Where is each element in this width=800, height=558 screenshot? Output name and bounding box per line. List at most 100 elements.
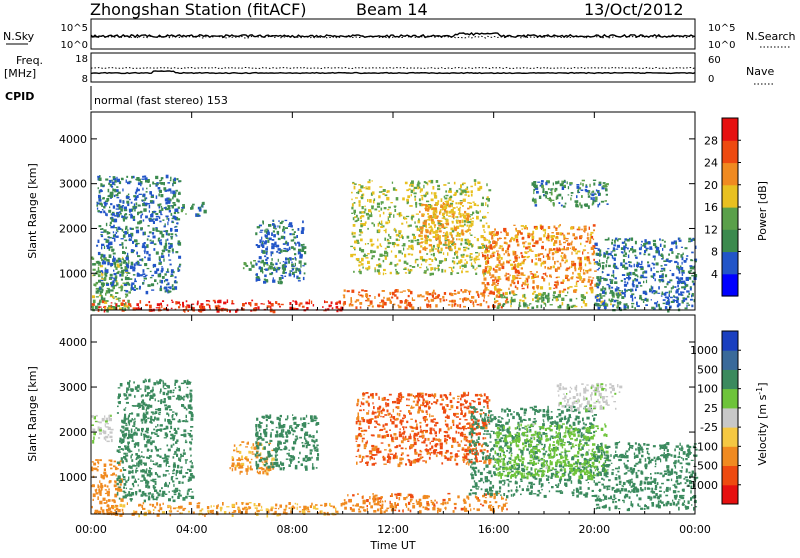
power-cell	[667, 309, 669, 313]
power-cell	[614, 241, 616, 244]
power-cell	[420, 307, 422, 310]
power-cell	[597, 279, 599, 281]
power-cell	[290, 270, 291, 273]
power-cell	[445, 247, 448, 249]
velocity-cell	[190, 390, 193, 392]
power-cell	[577, 273, 580, 276]
power-cell	[551, 200, 554, 201]
power-cell	[101, 254, 104, 257]
power-cell	[161, 255, 164, 258]
velocity-cell	[250, 451, 251, 454]
power-cell	[250, 262, 251, 264]
power-cell	[431, 222, 434, 224]
power-cell	[100, 257, 102, 259]
power-cell	[367, 228, 369, 230]
power-cell	[550, 304, 553, 305]
velocity-cell	[123, 436, 125, 438]
power-cell	[365, 243, 366, 245]
power-cell	[525, 280, 527, 283]
power-cell	[690, 299, 693, 301]
power-cell	[643, 281, 644, 283]
velocity-cell	[220, 508, 222, 511]
power-cell	[116, 213, 118, 214]
power-cell	[532, 293, 534, 295]
power-cell	[547, 299, 549, 303]
power-cell	[378, 272, 380, 275]
power-cell	[444, 258, 446, 261]
power-cell	[453, 207, 456, 209]
power-cell	[131, 282, 134, 285]
power-cell	[93, 269, 96, 271]
power-cell	[115, 303, 116, 305]
power-cell	[462, 205, 464, 207]
power-cell	[482, 252, 484, 253]
power-cell	[521, 255, 523, 258]
power-cell	[518, 230, 520, 233]
velocity-cell	[183, 449, 185, 451]
velocity-cell	[126, 460, 128, 462]
power-cell	[105, 203, 108, 205]
power-cell	[92, 263, 95, 266]
power-cell	[454, 243, 456, 245]
power-cell	[457, 272, 460, 274]
power-cell	[500, 245, 502, 247]
velocity-cell	[178, 399, 181, 401]
velocity-cell	[258, 503, 260, 506]
power-cell	[677, 281, 680, 284]
power-cell	[351, 290, 354, 293]
power-cell	[143, 244, 145, 246]
power-cell	[670, 270, 672, 271]
power-cell	[377, 269, 380, 272]
power-cell	[158, 274, 161, 278]
velocity-cell	[185, 421, 188, 423]
velocity-cell	[143, 413, 145, 416]
power-cell	[547, 198, 550, 199]
power-cell	[522, 242, 525, 244]
velocity-cell	[147, 431, 149, 433]
power-cell	[617, 305, 619, 306]
power-cell	[454, 290, 456, 292]
power-cell	[553, 296, 556, 298]
power-cell	[634, 264, 635, 268]
power-cell	[167, 268, 169, 272]
power-cell	[167, 200, 170, 204]
velocity-cell	[143, 402, 145, 405]
power-cell	[629, 272, 631, 275]
velocity-cell	[118, 401, 121, 403]
power-cell	[112, 283, 114, 286]
power-cell	[647, 264, 650, 267]
power-cell	[680, 254, 682, 258]
power-cell	[271, 303, 274, 306]
power-cell	[490, 255, 493, 259]
power-cell	[603, 302, 605, 305]
velocity-cell	[132, 483, 134, 485]
power-cell	[259, 232, 262, 233]
power-cell	[137, 212, 139, 215]
velocity-cell	[119, 498, 121, 500]
power-cell	[264, 255, 266, 257]
power-cell	[406, 221, 407, 223]
power-cell	[263, 281, 266, 284]
power-cell	[353, 217, 355, 220]
velocity-cell	[163, 382, 165, 384]
velocity-cell	[128, 384, 130, 387]
power-cell	[383, 260, 385, 262]
velocity-cell	[110, 460, 112, 463]
power-cell	[525, 252, 527, 254]
power-cell	[554, 226, 556, 229]
power-cell	[432, 292, 434, 294]
power-cell	[295, 257, 297, 260]
power-cell	[171, 228, 172, 231]
power-cell	[508, 279, 510, 282]
velocity-cell	[185, 441, 187, 443]
power-cell	[499, 304, 501, 305]
power-cell	[351, 213, 353, 214]
power-cell	[528, 243, 531, 245]
velocity-cell	[153, 509, 155, 511]
power-cell	[686, 303, 688, 304]
velocity-cell	[190, 435, 193, 438]
power-cell	[169, 286, 171, 289]
velocity-cell	[238, 508, 240, 510]
velocity-cell	[167, 406, 169, 407]
power-cell	[632, 284, 634, 287]
